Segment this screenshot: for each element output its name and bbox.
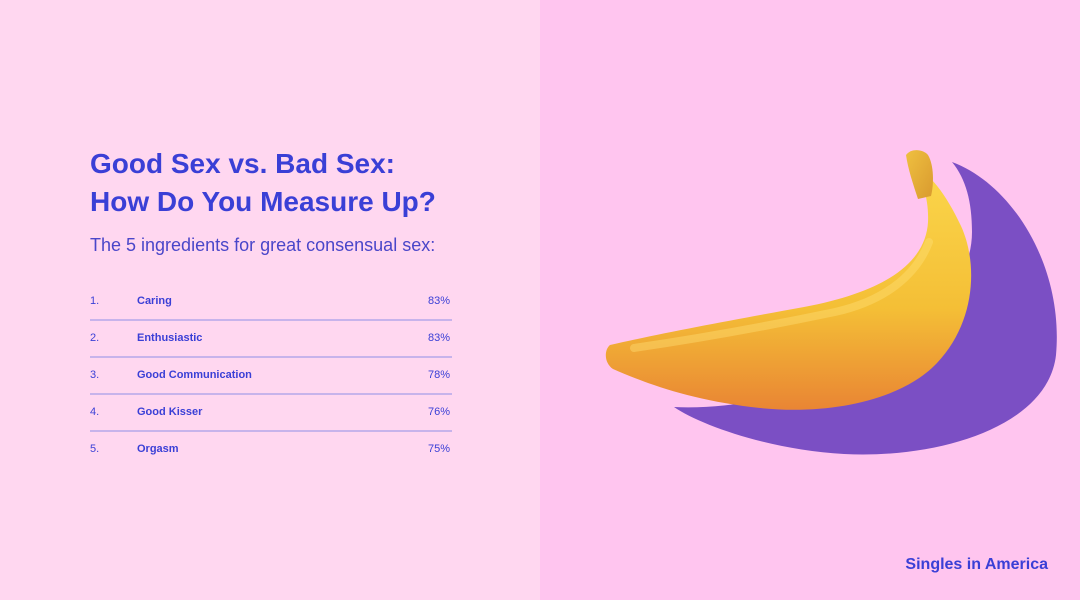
- table-rank: 2.: [90, 332, 99, 344]
- table-rank: 5.: [90, 443, 99, 455]
- ingredients-chart: 1. Caring 83% 2. Enthusiastic 83% 3. Good Commu…: [90, 282, 452, 468]
- subtitle: The 5 ingredients for great consensual s…: [90, 235, 436, 255]
- table-label: Good Communication: [137, 369, 252, 381]
- banana-body: [605, 168, 972, 410]
- banana-stem: [906, 150, 933, 199]
- table-value: 83%: [428, 295, 450, 307]
- title-line-1: Good Sex vs. Bad Sex:: [90, 148, 395, 179]
- table-value: 76%: [428, 406, 450, 418]
- banana-highlight: [630, 238, 933, 352]
- title-line-2: How Do You Measure Up?: [90, 186, 436, 217]
- table-label: Enthusiastic: [137, 332, 202, 344]
- table-value: 83%: [428, 332, 450, 344]
- table-label: Good Kisser: [137, 406, 203, 418]
- banana-illustration: [605, 150, 1057, 455]
- left-panel: [0, 0, 540, 600]
- table-label: Orgasm: [137, 443, 179, 455]
- table-label: Caring: [137, 295, 172, 307]
- page-title: Good Sex vs. Bad Sex: How Do You Measure…: [90, 145, 520, 221]
- table-rank: 1.: [90, 295, 99, 307]
- table-rank: 3.: [90, 369, 99, 381]
- brand-footer: Singles in America: [905, 556, 1048, 573]
- table-value: 75%: [428, 443, 450, 455]
- table-value: 78%: [428, 369, 450, 381]
- banana-shadow: [674, 162, 1057, 455]
- table-rank: 4.: [90, 406, 99, 418]
- banana-image: [590, 140, 1070, 465]
- ingredients-table: 1. Caring 83% 2. Enthusiastic 83% 3. Good Commu…: [90, 295, 452, 455]
